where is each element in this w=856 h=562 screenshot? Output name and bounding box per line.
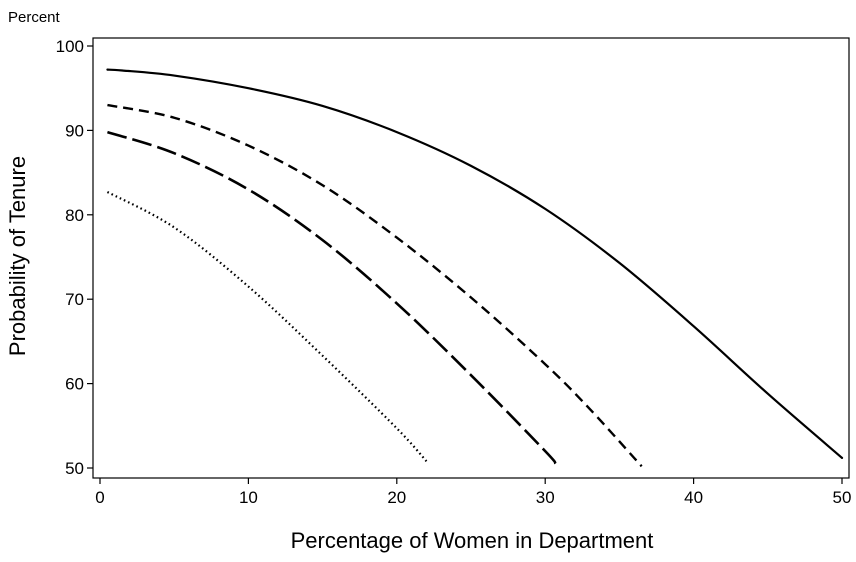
x-axis: 0 10 20 30 40 50 (95, 478, 851, 507)
x-tick-label: 0 (95, 488, 104, 507)
series-line-dotted (106, 191, 428, 462)
x-axis-title: Percentage of Women in Department (291, 528, 654, 553)
y-axis-title: Probability of Tenure (5, 156, 30, 356)
x-tick-label: 30 (536, 488, 555, 507)
y-tick-label: 100 (56, 37, 84, 56)
series-layer (106, 68, 844, 468)
x-tick-label: 10 (239, 488, 258, 507)
x-tick-label: 20 (387, 488, 406, 507)
y-tick-label: 60 (65, 375, 84, 394)
y-unit-label: Percent (8, 9, 61, 26)
series-line-long-dashed (107, 130, 557, 465)
series-line-solid (106, 68, 844, 459)
y-tick-label: 80 (65, 206, 84, 225)
plot-area-frame (92, 37, 850, 479)
y-tick-label: 70 (65, 290, 84, 309)
y-tick-label: 90 (65, 121, 84, 140)
y-axis: 50 60 70 80 90 100 (56, 37, 93, 478)
y-tick-label: 50 (65, 459, 84, 478)
x-tick-label: 40 (684, 488, 703, 507)
x-tick-label: 50 (833, 488, 852, 507)
series-line-dashed (107, 103, 643, 468)
